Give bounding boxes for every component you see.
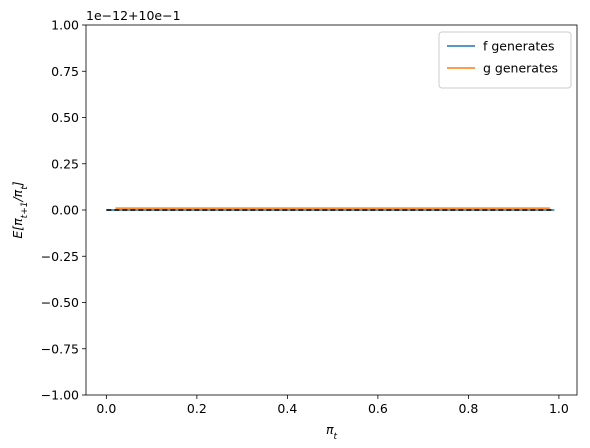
x-tick-label: 0.2 — [187, 401, 207, 416]
y-axis-label-part: t — [20, 186, 30, 190]
y-tick-label: 0.50 — [51, 110, 79, 125]
y-tick-label: −0.75 — [41, 341, 79, 356]
legend-label: g generates — [483, 61, 558, 76]
y-tick-label: 0.75 — [51, 64, 79, 79]
x-tick-label: 1.0 — [549, 401, 569, 416]
offset-text: 1e−12+10e−1 — [86, 8, 181, 23]
x-axis-label-part: π — [326, 422, 334, 437]
y-axis-label-part: t+1 — [20, 202, 30, 219]
x-tick-label: 0.0 — [96, 401, 116, 416]
y-tick-label: 1.00 — [51, 18, 79, 33]
y-tick-label: 0.00 — [51, 203, 79, 218]
y-axis-label-part: E[π — [10, 218, 25, 239]
y-tick-label: −1.00 — [41, 388, 79, 403]
y-tick-label: −0.25 — [41, 249, 79, 264]
y-axis-label-part: ] — [10, 181, 25, 187]
y-tick-label: 0.25 — [51, 156, 79, 171]
x-axis-label: πt — [326, 422, 338, 442]
x-axis-label-part: t — [334, 432, 338, 442]
x-tick-label: 0.4 — [277, 401, 297, 416]
y-axis-label-part: /π — [10, 189, 25, 202]
y-axis-label: E[πt+1/πt] — [10, 181, 30, 238]
x-tick-label: 0.8 — [458, 401, 478, 416]
x-tick-label: 0.6 — [368, 401, 388, 416]
y-tick-label: −0.50 — [41, 295, 79, 310]
axes-frame — [85, 24, 578, 396]
legend-label: f generates — [483, 39, 555, 54]
